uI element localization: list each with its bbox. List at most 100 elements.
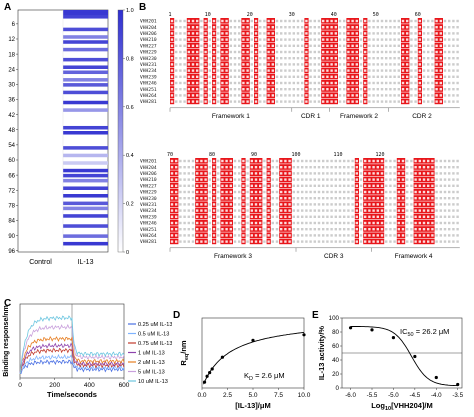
residue-mark [183, 75, 186, 78]
residue-mark [225, 215, 228, 218]
residue-mark [414, 63, 417, 66]
residue-mark [364, 63, 367, 66]
residue-mark [280, 166, 283, 169]
residue-mark [385, 159, 388, 163]
heatmap-cell-il13 [63, 224, 108, 228]
conserved-block [401, 61, 410, 67]
residue-mark [448, 184, 451, 187]
residue-mark [393, 203, 396, 206]
residue-mark [401, 50, 405, 54]
residue-mark [385, 172, 388, 175]
residue-mark [229, 50, 232, 54]
residue-mark [414, 234, 417, 237]
residue-mark [418, 38, 421, 41]
residue-mark [376, 63, 379, 66]
residue-mark [389, 57, 392, 60]
residue-mark [456, 221, 459, 225]
residue-mark [376, 240, 379, 243]
residue-mark [221, 215, 224, 218]
residue-mark [376, 100, 379, 103]
residue-mark [183, 209, 186, 212]
ruler-label: 110 [333, 152, 342, 158]
residue-mark [250, 57, 253, 60]
residue-mark [448, 50, 451, 54]
x-axis-label: Log10[VHH204]/M [371, 401, 433, 412]
residue-mark [322, 94, 325, 97]
residue-mark [351, 57, 354, 60]
conserved-block [220, 92, 229, 98]
region-label: CDR 3 [324, 253, 344, 260]
residue-mark [208, 228, 211, 231]
residue-mark [422, 209, 426, 212]
residue-mark [439, 75, 442, 78]
residue-mark [179, 69, 182, 72]
residue-mark [229, 240, 232, 243]
residue-mark [275, 26, 279, 29]
residue-mark [338, 178, 342, 181]
residue-mark [389, 26, 392, 29]
residue-mark [334, 69, 337, 72]
residue-mark [401, 63, 405, 66]
residue-mark [238, 88, 241, 91]
residue-mark [284, 32, 287, 35]
residue-mark [280, 63, 283, 66]
region-label: CDR 1 [301, 113, 321, 120]
y-tick-label: 18 [8, 52, 15, 58]
data-point [456, 382, 460, 387]
residue-mark [196, 203, 199, 206]
conserved-block [321, 67, 338, 74]
residue-mark [372, 19, 375, 23]
residue-mark [351, 19, 354, 23]
residue-mark [179, 209, 182, 212]
residue-mark [204, 190, 207, 194]
residue-mark [368, 209, 371, 212]
residue-mark [376, 50, 379, 54]
residue-mark [326, 38, 329, 41]
residue-mark [267, 44, 270, 47]
residue-mark [271, 38, 274, 41]
residue-mark [422, 69, 426, 72]
residue-mark [355, 50, 358, 54]
residue-mark [443, 159, 447, 163]
heatmap-cell-il13 [63, 186, 108, 190]
residue-mark [338, 100, 342, 103]
residue-mark [246, 63, 249, 66]
heatmap-cell-il13 [63, 65, 108, 69]
residue-mark [410, 197, 413, 200]
residue-mark [217, 32, 220, 35]
conserved-block [321, 18, 338, 24]
residue-mark [208, 215, 211, 218]
conserved-block [396, 232, 406, 238]
residue-mark [414, 184, 417, 187]
residue-mark [170, 215, 174, 218]
conserved-block [170, 158, 179, 164]
residue-mark [359, 178, 363, 181]
residue-mark [317, 166, 321, 169]
residue-mark [275, 69, 279, 72]
residue-mark [196, 69, 199, 72]
residue-mark [410, 184, 413, 187]
residue-mark [179, 159, 182, 163]
heatmap-cell-il13 [63, 78, 108, 82]
residue-mark [439, 44, 442, 47]
residue-mark [435, 88, 438, 91]
residue-mark [170, 57, 174, 60]
residue-mark [359, 88, 363, 91]
residue-mark [435, 166, 438, 169]
residue-mark [221, 19, 224, 23]
residue-mark [313, 75, 316, 78]
residue-mark [288, 44, 291, 47]
residue-mark [368, 19, 371, 23]
residue-mark [406, 203, 409, 206]
residue-mark [439, 26, 442, 29]
residue-mark [301, 240, 304, 243]
residue-mark [250, 100, 253, 103]
residue-mark [296, 209, 300, 212]
residue-mark [305, 50, 308, 54]
residue-mark [452, 19, 455, 23]
residue-mark [254, 215, 258, 218]
residue-mark [191, 50, 195, 54]
residue-mark [275, 75, 279, 78]
residue-mark [259, 44, 262, 47]
residue-mark [326, 215, 329, 218]
